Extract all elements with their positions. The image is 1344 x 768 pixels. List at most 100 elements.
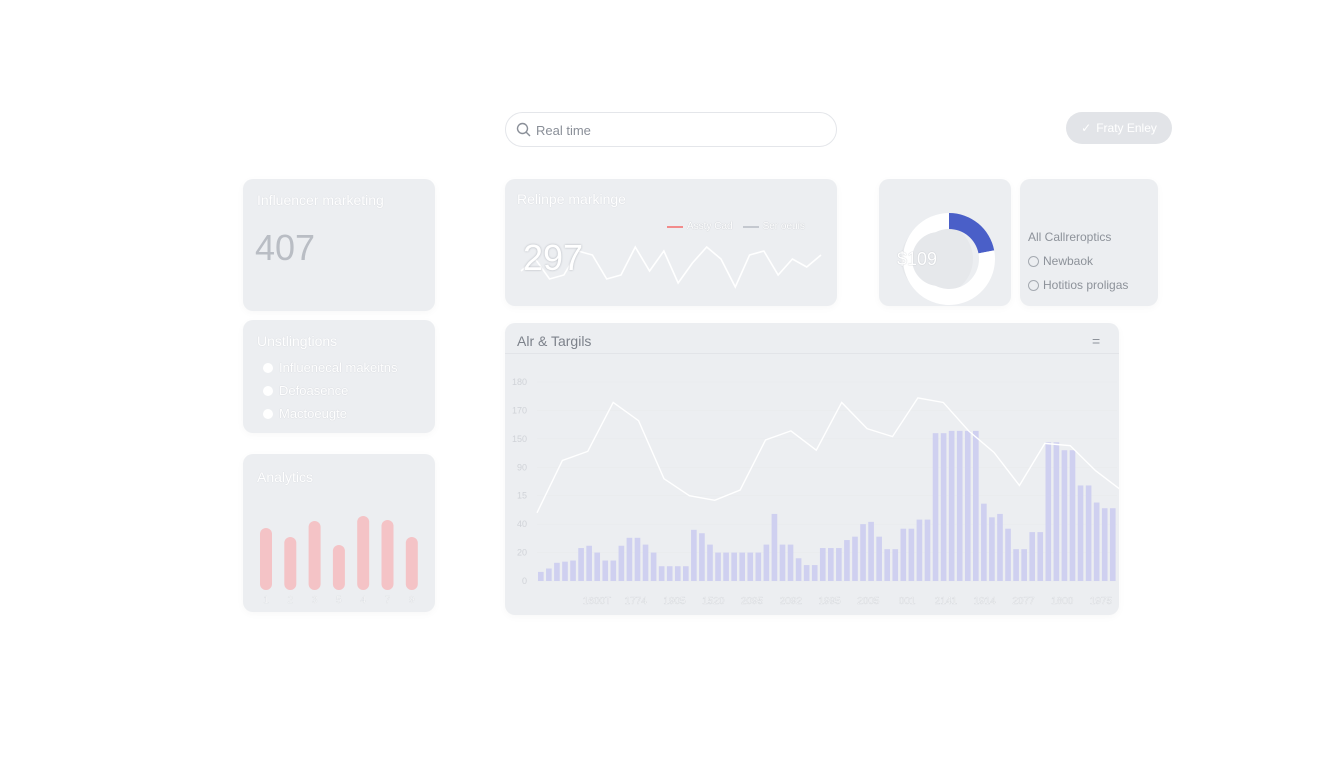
list-item: Newbaok	[1028, 249, 1128, 273]
analytics-bars: 1 2 3 5 4 7 9	[260, 516, 418, 606]
bar	[381, 520, 394, 590]
bar	[634, 537, 641, 581]
bar	[884, 549, 891, 581]
bar	[405, 537, 418, 590]
y-tick-label: 40	[517, 519, 527, 529]
bar-label: 2	[288, 595, 294, 606]
sparkline	[520, 245, 822, 289]
bar	[739, 552, 746, 581]
bar	[683, 566, 689, 581]
bar	[956, 430, 963, 581]
list-item: Hotitios proligas	[1028, 273, 1128, 297]
bar	[811, 565, 818, 581]
bar	[836, 548, 842, 581]
influencer-card: Influencer marketing 407	[243, 179, 435, 311]
bar	[1021, 549, 1027, 581]
bar	[308, 521, 321, 590]
bar	[1061, 450, 1068, 581]
bar	[618, 545, 625, 581]
bar	[1029, 532, 1036, 581]
bar	[1045, 442, 1052, 581]
check-dot	[263, 362, 273, 373]
header-button[interactable]: ✓ Fraty Enley	[1066, 112, 1172, 144]
x-tick-label: 1914	[974, 596, 997, 607]
x-tick-label: 1800	[1051, 596, 1074, 607]
bar	[707, 544, 713, 581]
line	[536, 397, 1119, 514]
bar	[1053, 442, 1060, 581]
bar	[658, 566, 665, 581]
bar	[964, 430, 971, 581]
card-title: Unstlingtions	[257, 333, 338, 349]
legend-swatch	[742, 225, 759, 228]
bar	[819, 548, 826, 581]
x-tick-label: 001	[899, 596, 916, 607]
bar	[546, 568, 552, 581]
y-tick-label: 150	[512, 434, 527, 444]
main-chart: 0 20 40 15 90 150 170 180 1600T 1774 1905 1520 2095 2…	[512, 377, 1119, 607]
list-item: All Callreroptics	[1028, 225, 1128, 249]
bar	[332, 545, 345, 590]
analytics-card: Analytics 1 2 3 5 4 7 9	[243, 454, 435, 612]
bar	[844, 540, 850, 581]
items-card: Unstlingtions Influenecal makeitns Defoas…	[243, 320, 435, 433]
bar	[284, 537, 297, 590]
donut-value: $109	[897, 249, 938, 269]
check-dot	[263, 408, 273, 419]
item-label: Defoasence	[279, 383, 349, 398]
menu-icon[interactable]: =	[1092, 333, 1101, 349]
x-tick-label: 2092	[780, 596, 803, 607]
bar	[1085, 485, 1092, 581]
bar	[989, 517, 995, 581]
bar	[1037, 532, 1044, 581]
x-tick-label: 1995	[818, 596, 841, 607]
y-tick-label: 170	[512, 405, 527, 415]
bar	[892, 549, 899, 581]
y-tick-label: 90	[517, 462, 527, 472]
card-title: Influencer marketing	[257, 192, 384, 208]
bar	[755, 552, 762, 581]
bar	[1093, 502, 1100, 581]
y-tick-label: 180	[512, 377, 527, 387]
bar	[860, 524, 866, 581]
divider	[505, 353, 1119, 354]
list: All Callreroptics Newbaok Hotitios proliga…	[1028, 225, 1128, 297]
bar	[562, 561, 568, 581]
bar	[650, 552, 657, 581]
donut-chart	[901, 213, 995, 305]
x-tick-label: 2005	[857, 596, 880, 607]
legend-entry: Ser oeuis	[742, 221, 805, 232]
x-tick-label: 2095	[741, 596, 764, 607]
search-icon	[516, 122, 531, 137]
chart-title: Alr & Targils	[517, 333, 592, 349]
x-tick-label: 2077	[1012, 596, 1035, 607]
bar	[916, 519, 923, 581]
bar	[1101, 508, 1108, 581]
legend-swatch	[667, 225, 683, 228]
card-value: 297	[523, 237, 584, 278]
donut-segment	[949, 213, 995, 254]
bar	[691, 529, 697, 581]
bar	[747, 552, 754, 581]
search-placeholder: Real time	[536, 123, 591, 138]
bar	[924, 519, 931, 581]
search-box[interactable]: Real time	[505, 112, 837, 147]
list-card: All Callreroptics Newbaok Hotitios proliga…	[1020, 179, 1158, 306]
list-label: Hotitios proligas	[1043, 278, 1129, 292]
bar	[803, 565, 810, 581]
bar	[900, 528, 907, 581]
list-label: Newbaok	[1043, 254, 1094, 268]
bar	[594, 552, 601, 581]
bar	[1109, 508, 1116, 581]
bar	[787, 544, 794, 581]
sparkline-line	[520, 245, 822, 289]
x-tick-label: 1905	[663, 596, 686, 607]
bar	[997, 513, 1003, 581]
donut-center	[912, 232, 966, 286]
bar	[1013, 549, 1019, 581]
x-tick-label: 1774	[625, 596, 648, 607]
bar	[699, 533, 705, 581]
item-list: Influenecal makeitns Defoasence Mactoeugte	[263, 356, 398, 425]
